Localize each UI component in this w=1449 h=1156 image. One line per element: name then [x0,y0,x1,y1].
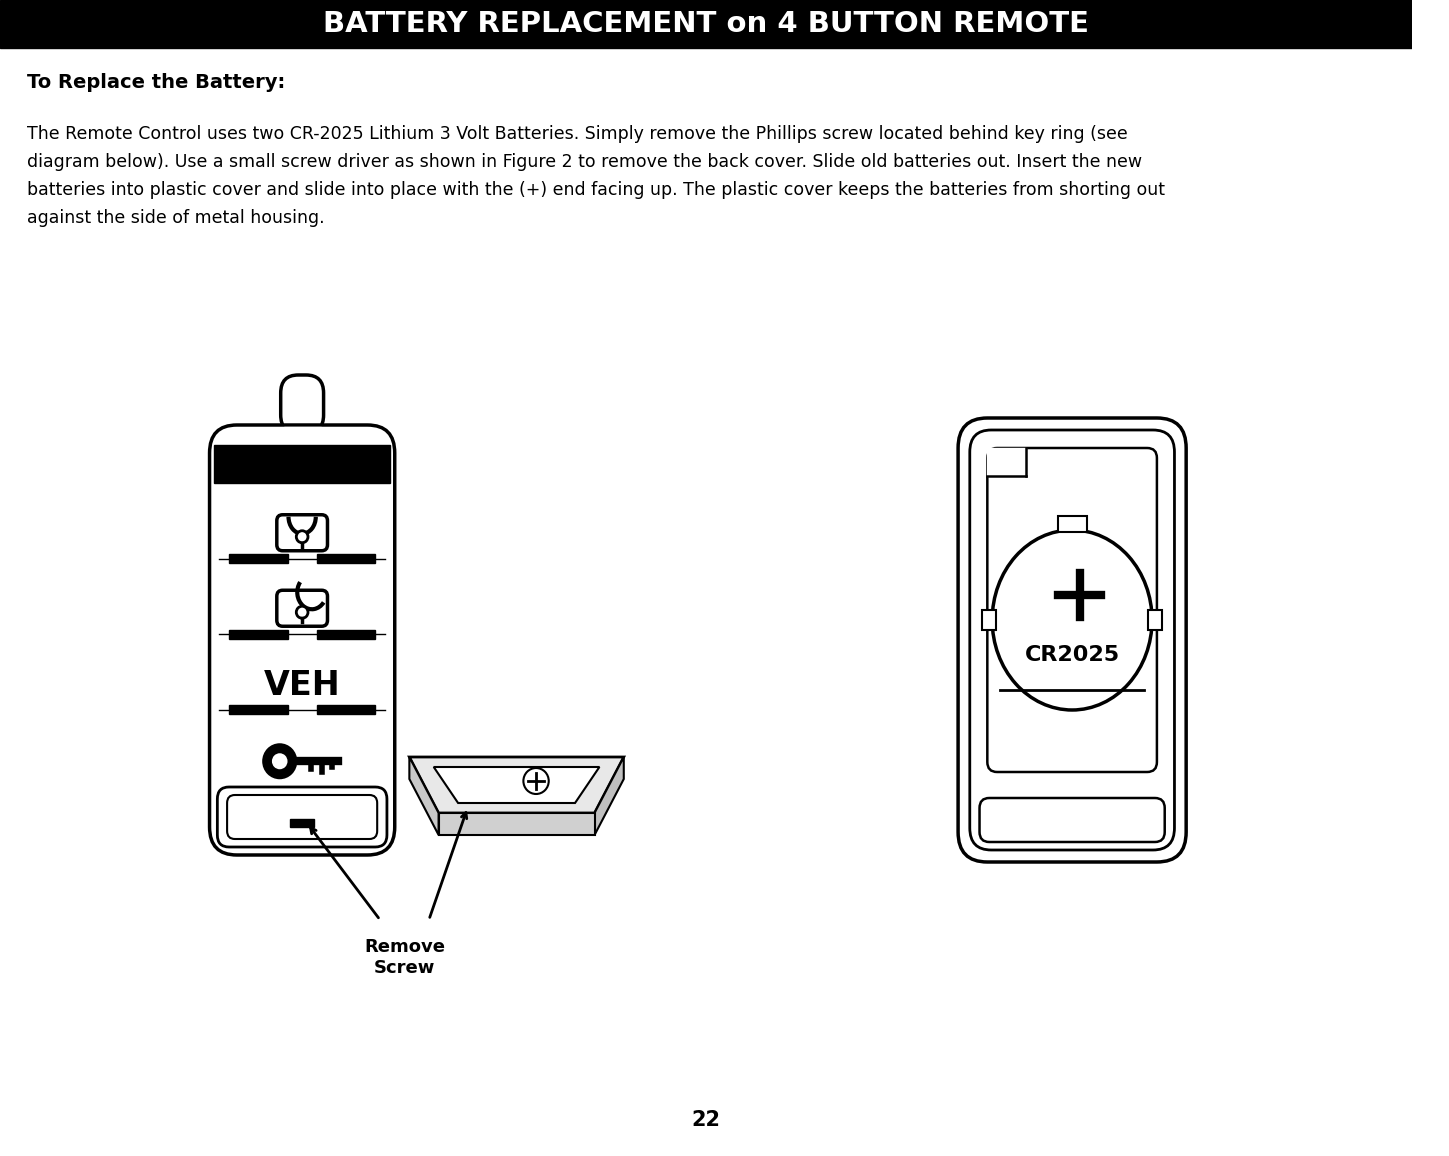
Polygon shape [439,813,594,835]
Circle shape [296,606,309,618]
FancyBboxPatch shape [217,787,387,847]
Bar [0,0,1413,49]
Polygon shape [594,757,623,835]
FancyBboxPatch shape [281,375,323,434]
FancyBboxPatch shape [980,798,1165,842]
Bar [229,554,287,563]
FancyBboxPatch shape [969,430,1175,850]
Ellipse shape [993,529,1152,710]
Circle shape [296,531,309,543]
Polygon shape [410,757,439,835]
Bar [982,610,995,630]
FancyBboxPatch shape [958,418,1187,862]
Text: BATTERY REPLACEMENT on 4 BUTTON REMOTE: BATTERY REPLACEMENT on 4 BUTTON REMOTE [323,10,1088,38]
FancyBboxPatch shape [277,591,327,627]
Circle shape [262,743,297,779]
Text: Remove
Screw: Remove Screw [364,938,445,977]
Bar [317,630,375,638]
Bar [1058,516,1087,532]
Bar [229,705,287,714]
Bar [290,818,314,827]
FancyBboxPatch shape [277,514,327,550]
Bar [317,554,375,563]
FancyBboxPatch shape [210,425,394,855]
Bar [987,449,1026,476]
Bar [317,705,375,714]
FancyBboxPatch shape [227,795,377,839]
Polygon shape [410,757,623,813]
Text: CR2025: CR2025 [1024,645,1120,665]
Text: against the side of metal housing.: against the side of metal housing. [28,209,325,227]
Bar [214,445,390,483]
Bar [284,427,320,439]
Circle shape [272,754,287,769]
Circle shape [523,768,549,794]
Text: To Replace the Battery:: To Replace the Battery: [28,73,285,91]
FancyBboxPatch shape [987,449,1156,772]
Polygon shape [433,766,600,803]
Bar [1148,610,1162,630]
Text: diagram below). Use a small screw driver as shown in Figure 2 to remove the back: diagram below). Use a small screw driver… [28,153,1142,171]
Text: The Remote Control uses two CR-2025 Lithium 3 Volt Batteries. Simply remove the : The Remote Control uses two CR-2025 Lith… [28,125,1127,143]
Text: batteries into plastic cover and slide into place with the (+) end facing up. Th: batteries into plastic cover and slide i… [28,181,1165,199]
Text: VEH: VEH [264,669,341,702]
Text: 22: 22 [691,1110,720,1131]
Bar [229,630,287,638]
